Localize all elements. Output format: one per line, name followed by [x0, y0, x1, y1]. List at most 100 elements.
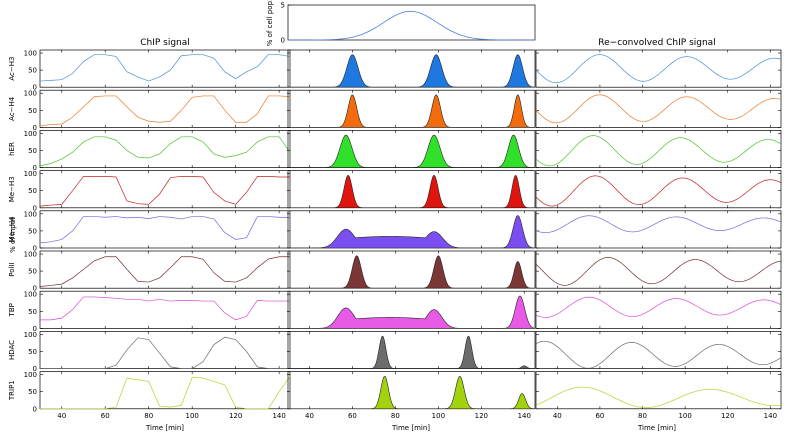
- row-6: TBP 0 50 100: [8, 290, 782, 333]
- title-chip-signal: ChIP signal: [140, 38, 190, 48]
- xtick-label: 140: [518, 412, 531, 420]
- ytick-label: 100: [24, 291, 37, 299]
- xtick-label: 60: [101, 412, 110, 420]
- xtick-label: 100: [678, 412, 691, 420]
- xtick-label: 40: [57, 412, 66, 420]
- panel-frame: [287, 89, 536, 128]
- row-label: HDAC: [8, 340, 16, 360]
- panel-frame: [535, 371, 782, 410]
- ytick-label: 50: [28, 147, 37, 155]
- reconvolved-signal-line: [535, 296, 782, 318]
- panel-frame: [39, 49, 291, 88]
- xtick-label: 60: [595, 412, 604, 420]
- reconvolved-signal-line: [535, 135, 782, 167]
- panel-frame: [287, 371, 536, 410]
- deconvolved-peaks: [288, 54, 535, 88]
- panel-frame: [535, 290, 782, 329]
- panel-frame: [535, 210, 782, 249]
- reconvolved-signal-line: [535, 386, 782, 408]
- cell-population-curve: [288, 10, 535, 41]
- xtick-label: 80: [144, 412, 153, 420]
- x-axis-label-right: Time [min]: [637, 424, 676, 432]
- title-reconvolved-signal: Re−convolved ChIP signal: [598, 38, 715, 48]
- ytick-label: 50: [28, 268, 37, 276]
- reconvolved-signal-line: [535, 54, 782, 84]
- xtick-label: 80: [638, 412, 647, 420]
- panel-frame: [39, 371, 291, 410]
- ytick-label: 50: [28, 187, 37, 195]
- deconvolved-peaks: [288, 134, 535, 168]
- reconvolved-signal-line: [535, 257, 782, 286]
- ytick-label: 50: [28, 227, 37, 235]
- ytick-label: 50: [28, 388, 37, 396]
- chip-signal-line: [39, 256, 290, 287]
- row-3: Me−H3 0 50 100: [8, 170, 782, 212]
- ytick-label: 100: [24, 90, 37, 98]
- row-label: Ac−H3: [8, 57, 16, 81]
- panel-frame: [287, 170, 536, 209]
- row-label: Me−H4: [8, 216, 16, 242]
- ytick-label: 100: [24, 170, 37, 178]
- xtick-label: 120: [475, 412, 488, 420]
- xtick-label: 140: [764, 412, 777, 420]
- ytick-label: 50: [28, 348, 37, 356]
- deconvolved-peaks: [288, 215, 535, 249]
- deconvolved-peaks: [288, 335, 535, 369]
- ytick-label: 100: [24, 130, 37, 138]
- row-4: Me−H4 0 50 100: [8, 210, 782, 253]
- y-unit-label: % of input: [9, 217, 17, 253]
- reconvolved-signal-line: [535, 175, 782, 207]
- panel-frame: [39, 130, 291, 168]
- top-ytick-label: 0: [281, 37, 285, 45]
- panel-frame: [39, 331, 291, 369]
- xtick-label: 120: [721, 412, 734, 420]
- row-0: Ac−H3 0 50 100: [8, 49, 782, 92]
- x-axis-label-left: Time [min]: [145, 424, 184, 432]
- panel-frame: [535, 130, 782, 168]
- chip-signal-line: [39, 175, 290, 207]
- reconvolved-signal-line: [535, 340, 782, 369]
- chip-signal-line: [39, 54, 291, 82]
- panel-frame: [39, 210, 291, 249]
- xtick-label: 100: [185, 412, 198, 420]
- panel-frame: [287, 49, 536, 88]
- row-label: PolII: [8, 262, 16, 276]
- ytick-label: 0: [33, 245, 37, 253]
- panel-frame: [287, 331, 536, 369]
- ytick-label: 100: [24, 331, 37, 339]
- xtick-label: 40: [305, 412, 314, 420]
- panel-frame: [39, 290, 291, 329]
- ytick-label: 0: [33, 124, 37, 132]
- ytick-label: 100: [24, 371, 37, 379]
- ytick-label: 100: [24, 210, 37, 218]
- row-label: Ac−H4: [8, 96, 16, 121]
- row-1: Ac−H4 0 50 100: [8, 89, 782, 132]
- ytick-label: 100: [24, 251, 37, 259]
- xtick-label: 120: [229, 412, 242, 420]
- chip-signal-line: [39, 95, 291, 127]
- cell-population-panel: 0 5 % of cell pop.: [266, 0, 536, 46]
- panel-frame: [39, 89, 291, 128]
- deconvolved-peaks: [288, 174, 535, 208]
- chip-signal-line: [39, 136, 291, 167]
- ytick-label: 0: [33, 204, 37, 212]
- ytick-label: 50: [28, 107, 37, 115]
- panel-frame: [287, 250, 536, 289]
- row-label: TBP: [8, 303, 16, 317]
- signal-rows: Ac−H3 0 50 100 Ac−H4 0 50 100 hER 0 50 100 Me−H3 0 50 1…: [8, 49, 782, 420]
- panel-frame: [535, 89, 782, 128]
- deconvolved-peaks: [288, 375, 535, 409]
- panel-frame: [39, 250, 291, 289]
- panel-frame: [535, 250, 782, 289]
- row-label: Me−H3: [8, 176, 16, 202]
- ytick-label: 0: [33, 285, 37, 293]
- chip-signal-line: [40, 376, 291, 410]
- xtick-label: 80: [391, 412, 400, 420]
- ytick-label: 50: [28, 67, 37, 75]
- reconvolved-signal-line: [535, 215, 782, 233]
- xtick-label: 100: [432, 412, 445, 420]
- xtick-label: 140: [272, 412, 285, 420]
- ytick-label: 0: [33, 365, 37, 373]
- row-2: hER 0 50 100: [8, 130, 782, 172]
